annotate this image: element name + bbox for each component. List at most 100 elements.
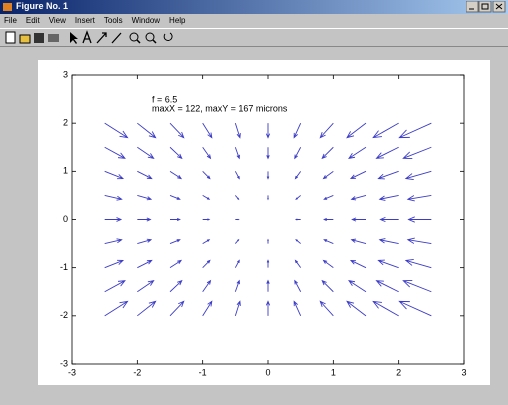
toolbar	[0, 28, 508, 47]
y-tick-label: -3	[60, 358, 68, 368]
arrow	[294, 259, 302, 268]
arrow	[234, 259, 240, 268]
arrow	[169, 146, 183, 160]
arrow	[350, 238, 367, 245]
arrow	[202, 218, 211, 221]
arrow	[323, 218, 334, 221]
arrow	[406, 237, 432, 245]
arrow	[321, 146, 334, 160]
arrow	[266, 259, 270, 268]
arrow	[404, 259, 432, 269]
arrow	[202, 171, 211, 180]
arrow	[169, 170, 183, 180]
arrow	[294, 171, 302, 180]
arrow	[295, 195, 301, 201]
arrow	[377, 259, 399, 269]
arrow	[398, 300, 432, 317]
arrow	[169, 300, 185, 317]
arrow	[104, 122, 129, 139]
arrow	[375, 280, 399, 293]
arrow	[267, 195, 269, 201]
arrow	[266, 147, 270, 160]
arrow	[234, 195, 240, 201]
arrow	[137, 217, 152, 222]
arrow	[137, 122, 157, 139]
y-tick-label: 1	[63, 166, 68, 176]
arrow	[402, 146, 432, 159]
arrow	[234, 238, 240, 244]
arrow	[322, 170, 334, 180]
arrow	[378, 194, 399, 201]
arrow	[202, 279, 212, 293]
y-tick-label: 2	[63, 118, 68, 128]
arrow	[234, 171, 240, 180]
arrow	[294, 147, 302, 160]
arrow	[104, 194, 123, 201]
arrow	[265, 300, 271, 316]
menu-item[interactable]: File	[4, 16, 17, 25]
arrow	[202, 195, 211, 200]
x-tick-label: -2	[133, 367, 141, 377]
x-tick-label: 3	[461, 367, 466, 377]
arrow	[377, 170, 399, 180]
menu-item[interactable]: Window	[131, 16, 161, 25]
x-tick-label: 1	[331, 367, 336, 377]
arrow	[267, 238, 269, 244]
arrow	[294, 218, 301, 221]
arrow	[137, 170, 153, 180]
arrow	[295, 238, 301, 244]
arrow	[169, 194, 181, 200]
arrow	[323, 195, 334, 200]
arrow	[137, 300, 157, 317]
menu-item[interactable]: Edit	[25, 16, 40, 25]
arrow	[348, 146, 367, 159]
arrow	[346, 122, 367, 139]
arrow	[319, 300, 334, 317]
arrow	[202, 239, 211, 244]
arrow	[202, 259, 211, 268]
arrow	[346, 300, 367, 317]
arrow	[202, 146, 212, 160]
x-tick-label: -1	[199, 367, 207, 377]
arrow	[349, 170, 367, 180]
title-bar: Figure No. 1	[0, 0, 508, 14]
menu-item[interactable]: View	[48, 16, 66, 25]
arrow	[104, 217, 123, 222]
arrow	[322, 259, 334, 269]
x-tick-label: 0	[265, 367, 270, 377]
arrow	[170, 217, 181, 222]
x-tick-label: -3	[68, 367, 76, 377]
annotation: maxX = 122, maxY = 167 microns	[152, 103, 288, 113]
arrow	[372, 122, 399, 139]
arrow	[266, 279, 270, 292]
arrow	[104, 280, 126, 293]
arrow	[234, 147, 240, 160]
arrow	[202, 300, 213, 317]
arrow	[104, 300, 129, 317]
arrow	[234, 300, 241, 316]
y-tick-label: 3	[63, 69, 68, 79]
arrow	[293, 122, 302, 139]
arrow	[402, 280, 432, 293]
arrow	[372, 300, 399, 317]
arrow	[351, 217, 366, 222]
arrow	[137, 259, 153, 269]
arrow	[265, 123, 271, 139]
toolbar-icons[interactable]	[0, 29, 200, 46]
arrow	[137, 280, 155, 293]
window-icon	[3, 3, 12, 11]
window-title: Figure No. 1	[16, 1, 69, 11]
arrow	[323, 239, 334, 244]
arrow	[378, 238, 399, 245]
menu-item[interactable]: Tools	[103, 16, 123, 25]
arrow	[349, 259, 367, 269]
arrow	[202, 122, 213, 139]
menu-item[interactable]: Insert	[74, 16, 95, 25]
axes-box	[71, 74, 465, 365]
arrow	[350, 194, 367, 201]
menu-item[interactable]: Help	[169, 16, 186, 25]
arrow	[235, 218, 240, 221]
window-buttons[interactable]	[466, 1, 506, 13]
y-tick-label: -2	[60, 310, 68, 320]
